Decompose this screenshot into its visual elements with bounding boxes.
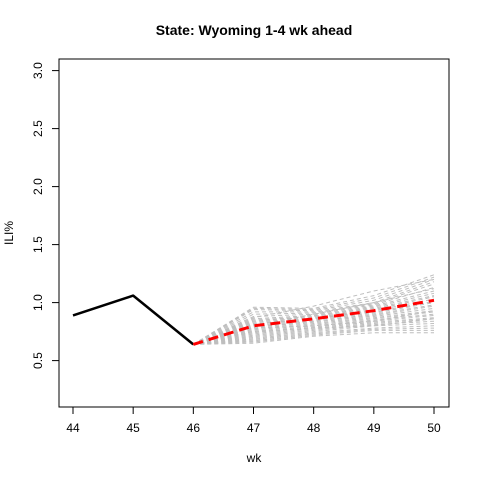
trajectory-line bbox=[193, 327, 435, 345]
trajectory-line bbox=[193, 305, 435, 345]
trajectory-line bbox=[193, 278, 435, 345]
observed-series-line bbox=[72, 294, 195, 346]
x-axis-label: wk bbox=[246, 451, 263, 465]
trajectory-line bbox=[193, 281, 435, 345]
y-tick-label: 1.0 bbox=[31, 294, 45, 311]
trajectory-line bbox=[193, 300, 435, 345]
trajectory-line bbox=[193, 292, 435, 345]
trajectory-line bbox=[193, 288, 435, 345]
trajectory-line bbox=[193, 332, 434, 345]
x-tick-label: 45 bbox=[126, 421, 140, 435]
trajectory-line bbox=[193, 314, 435, 345]
trajectory-line bbox=[193, 290, 435, 345]
y-tick-label: 3.0 bbox=[31, 62, 45, 79]
trajectory-line bbox=[193, 320, 435, 345]
trajectory-line bbox=[193, 287, 435, 345]
x-tick-label: 49 bbox=[367, 421, 381, 435]
trajectory-line bbox=[193, 318, 435, 345]
trajectory-line bbox=[193, 276, 435, 345]
observed-layer bbox=[72, 294, 195, 346]
trajectory-line bbox=[193, 298, 435, 345]
x-tick-label: 44 bbox=[66, 421, 80, 435]
y-axis: 0.5 1.0 1.5 2.0 2.5 3.0 bbox=[31, 62, 60, 369]
y-axis-label: ILI% bbox=[2, 221, 16, 245]
trajectory-line bbox=[193, 304, 435, 345]
x-tick-label: 50 bbox=[427, 421, 441, 435]
trajectory-line bbox=[193, 278, 435, 345]
x-tick-label: 46 bbox=[187, 421, 201, 435]
trajectory-line bbox=[193, 310, 435, 345]
trajectory-line bbox=[193, 274, 435, 345]
trajectory-line bbox=[193, 318, 435, 345]
trajectory-line bbox=[193, 310, 435, 345]
trajectories-layer bbox=[193, 274, 435, 345]
y-tick-label: 0.5 bbox=[31, 352, 45, 369]
trajectory-line bbox=[193, 325, 435, 345]
y-tick-label: 2.0 bbox=[31, 178, 45, 195]
trajectory-line bbox=[193, 296, 435, 345]
trajectory-line bbox=[193, 329, 434, 345]
trajectory-line bbox=[193, 295, 435, 345]
x-tick-label: 48 bbox=[307, 421, 321, 435]
x-axis: 44 45 46 47 48 49 50 bbox=[66, 406, 441, 435]
y-tick-label: 2.5 bbox=[31, 120, 45, 137]
x-tick-label: 47 bbox=[247, 421, 261, 435]
y-tick-label: 1.5 bbox=[31, 236, 45, 253]
plot-frame bbox=[58, 58, 450, 408]
trajectory-line bbox=[193, 323, 435, 345]
trajectory-line bbox=[193, 311, 435, 345]
chart-title: State: Wyoming 1-4 wk ahead bbox=[156, 22, 353, 38]
trajectory-line bbox=[193, 283, 435, 345]
trajectory-line bbox=[193, 307, 435, 345]
